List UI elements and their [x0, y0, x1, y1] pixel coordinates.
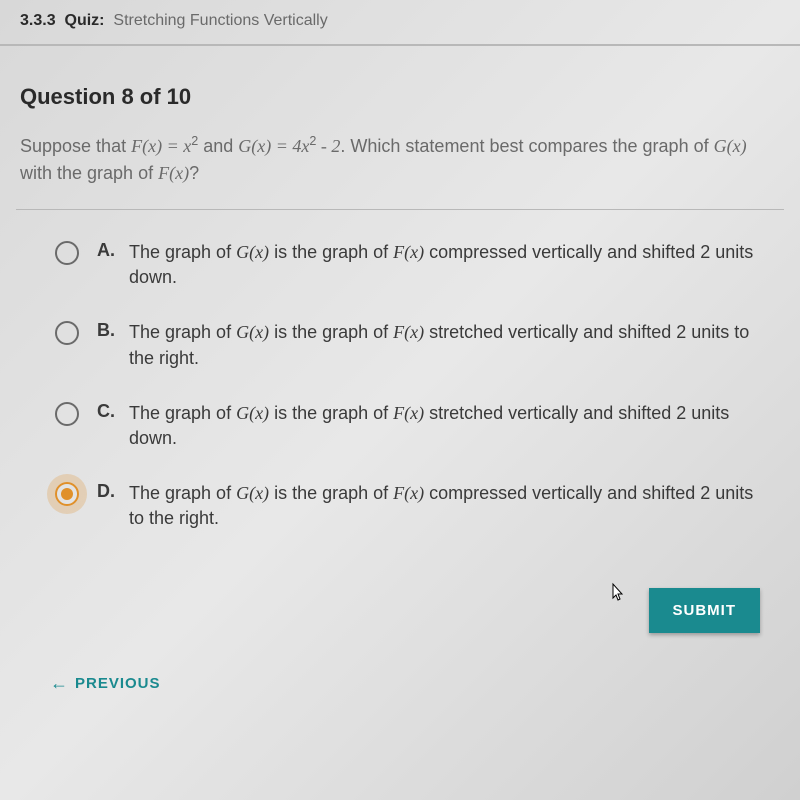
quiz-section-number: 3.3.3 [20, 12, 56, 29]
question-number: Question 8 of 10 [20, 84, 780, 110]
arrow-left-icon: ← [50, 673, 69, 694]
question-mid3: with the graph of [20, 163, 158, 183]
radio-c[interactable] [55, 402, 79, 426]
option-a-m2: F(x) [393, 242, 424, 262]
radio-b[interactable] [55, 321, 79, 345]
option-d-letter: D. [97, 481, 121, 502]
option-c-m1: G(x) [236, 403, 269, 423]
option-d-m2: F(x) [393, 483, 424, 503]
option-d[interactable]: D. The graph of G(x) is the graph of F(x… [55, 481, 770, 531]
option-a[interactable]: A. The graph of G(x) is the graph of F(x… [55, 240, 770, 290]
question-mid1: and [198, 136, 238, 156]
option-b-m1: G(x) [236, 322, 269, 342]
quiz-header: 3.3.3 Quiz: Stretching Functions Vertica… [0, 0, 800, 46]
option-a-m1: G(x) [236, 242, 269, 262]
question-fofx: F(x) [158, 163, 189, 183]
option-d-text: The graph of G(x) is the graph of F(x) c… [129, 481, 770, 531]
question-mid2: . Which statement best compares the grap… [340, 136, 713, 156]
option-c-letter: C. [97, 401, 121, 422]
option-b-before: The graph of [129, 322, 236, 342]
option-d-before: The graph of [129, 483, 236, 503]
question-fx: F(x) = x [131, 136, 191, 156]
question-gofx: G(x) [714, 136, 747, 156]
question-prefix: Suppose that [20, 136, 131, 156]
option-c-m2: F(x) [393, 403, 424, 423]
option-c[interactable]: C. The graph of G(x) is the graph of F(x… [55, 401, 770, 451]
option-b-m2: F(x) [393, 322, 424, 342]
option-a-before: The graph of [129, 242, 236, 262]
question-text: Suppose that F(x) = x2 and G(x) = 4x2 - … [20, 132, 780, 187]
option-a-text: The graph of G(x) is the graph of F(x) c… [129, 240, 770, 290]
option-b-between: is the graph of [269, 322, 393, 342]
option-a-letter: A. [97, 240, 121, 261]
radio-d[interactable] [55, 482, 79, 506]
option-b-text: The graph of G(x) is the graph of F(x) s… [129, 320, 770, 370]
question-gx: G(x) = 4x [238, 136, 309, 156]
question-section: Question 8 of 10 Suppose that F(x) = x2 … [0, 46, 800, 209]
option-b-letter: B. [97, 320, 121, 341]
option-c-text: The graph of G(x) is the graph of F(x) s… [129, 401, 770, 451]
option-d-m1: G(x) [236, 483, 269, 503]
option-c-before: The graph of [129, 403, 236, 423]
previous-link[interactable]: ← PREVIOUS [0, 645, 800, 694]
option-a-between: is the graph of [269, 242, 393, 262]
option-c-between: is the graph of [269, 403, 393, 423]
radio-a[interactable] [55, 241, 79, 265]
option-b[interactable]: B. The graph of G(x) is the graph of F(x… [55, 320, 770, 370]
submit-wrapper: SUBMIT [0, 572, 800, 645]
question-tail: ? [189, 163, 199, 183]
option-d-between: is the graph of [269, 483, 393, 503]
quiz-title-text: Stretching Functions Vertically [113, 12, 327, 29]
question-gx-tail: - 2 [316, 136, 340, 156]
quiz-label-text: Quiz: [65, 12, 105, 29]
submit-button[interactable]: SUBMIT [649, 588, 761, 633]
options-list: A. The graph of G(x) is the graph of F(x… [0, 210, 800, 572]
radio-d-inner [61, 488, 73, 500]
previous-label: PREVIOUS [75, 675, 161, 692]
